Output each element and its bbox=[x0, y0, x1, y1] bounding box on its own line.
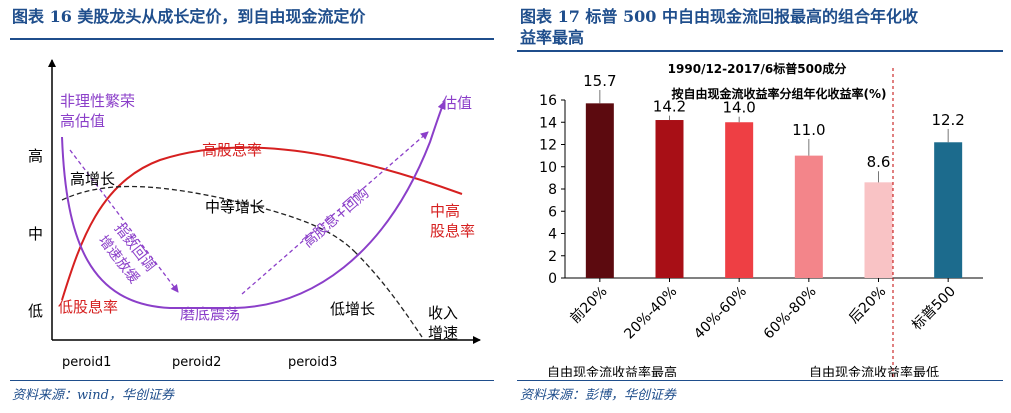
right-title-rule bbox=[517, 50, 1003, 52]
footer-left: 自由现金流收益率最高 bbox=[547, 365, 677, 377]
left-source: 资料来源：wind，华创证券 bbox=[12, 388, 174, 403]
bar-y-axis: 0 2 4 6 8 10 12 14 16 bbox=[539, 93, 983, 287]
period-label-2: peroid2 bbox=[172, 355, 221, 370]
right-panel-title-line2: 益率最高 bbox=[520, 28, 585, 47]
annot-mid-high-2: 股息率 bbox=[430, 222, 475, 240]
series-high-yield-line bbox=[61, 146, 463, 301]
left-source-rule bbox=[10, 380, 494, 381]
annot-high-growth: 高增长 bbox=[70, 170, 115, 188]
left-title-rule bbox=[10, 38, 494, 40]
bar bbox=[725, 122, 754, 278]
right-source: 资料来源：彭博，华创证券 bbox=[520, 388, 677, 403]
y-tick-label: 0 bbox=[548, 271, 557, 287]
right-panel-title-line1: 图表 17 标普 500 中自由现金流回报最高的组合年化收 bbox=[520, 7, 918, 26]
y-tick-label: 14 bbox=[539, 115, 557, 131]
y-level-high: 高 bbox=[28, 147, 43, 165]
bar bbox=[934, 142, 963, 278]
series-high-growth-line bbox=[61, 185, 356, 253]
annot-revenue-1: 收入 bbox=[428, 304, 458, 322]
y-tick-label: 10 bbox=[539, 160, 557, 176]
decline-arrow bbox=[69, 149, 179, 293]
bar-chart: 1990/12-2017/6标普500成分 按自由现金流收益率分组年化收益率(%… bbox=[517, 54, 1003, 377]
y-tick-label: 16 bbox=[539, 93, 557, 109]
y-tick-label: 8 bbox=[548, 182, 557, 198]
left-panel-title: 图表 16 美股龙头从成长定价，到自由现金流定价 bbox=[12, 7, 366, 26]
y-tick-label: 2 bbox=[548, 249, 557, 265]
bar bbox=[794, 155, 823, 278]
rise-arrow bbox=[241, 131, 429, 295]
y-level-low: 低 bbox=[28, 302, 43, 320]
bar-value-label: 14.0 bbox=[722, 99, 755, 117]
annot-valuation: 估值 bbox=[442, 94, 472, 112]
y-tick-label: 6 bbox=[548, 204, 557, 220]
annot-irrational-1: 非理性繁荣 bbox=[60, 92, 135, 110]
footer-right: 自由现金流收益率最低 bbox=[809, 365, 939, 377]
right-source-rule bbox=[517, 380, 1003, 381]
annot-high-yield: 高股息率 bbox=[202, 141, 262, 159]
annot-mid-growth: 中等增长 bbox=[205, 198, 265, 216]
annot-low-growth: 低增长 bbox=[330, 300, 375, 318]
bar-value-label: 11.0 bbox=[792, 121, 825, 139]
bar-value-label: 12.2 bbox=[931, 111, 964, 129]
bar bbox=[585, 103, 614, 279]
annot-revenue-2: 增速 bbox=[428, 324, 458, 342]
bar-chart-title: 1990/12-2017/6标普500成分 bbox=[668, 61, 847, 76]
y-tick-label: 4 bbox=[548, 227, 557, 243]
bar bbox=[864, 182, 893, 278]
bar-value-label: 14.2 bbox=[653, 98, 686, 116]
period-label-1: peroid1 bbox=[62, 355, 111, 370]
annot-irrational-2: 高估值 bbox=[60, 112, 105, 130]
annot-mid-high-1: 中高 bbox=[430, 202, 460, 220]
annot-low-yield: 低股息率 bbox=[58, 298, 118, 316]
bar-chart-subtitle: 按自由现金流收益率分组年化收益率(%) bbox=[672, 86, 887, 101]
annot-rise: 高股息+回购 bbox=[299, 185, 372, 251]
series-valuation-line bbox=[61, 101, 446, 309]
y-level-mid: 中 bbox=[28, 225, 43, 243]
bar-value-label: 8.6 bbox=[867, 153, 891, 171]
y-tick-label: 12 bbox=[539, 138, 557, 154]
series-low-growth-line bbox=[354, 251, 423, 338]
period-label-3: peroid3 bbox=[288, 355, 337, 370]
left-chart: 高 中 低 peroid1 peroid2 peroid3 非理性繁荣 高估值 … bbox=[28, 59, 481, 370]
bar bbox=[655, 120, 684, 279]
bar-value-label: 15.7 bbox=[583, 72, 616, 90]
annot-bottom: 磨底震荡 bbox=[180, 305, 240, 323]
